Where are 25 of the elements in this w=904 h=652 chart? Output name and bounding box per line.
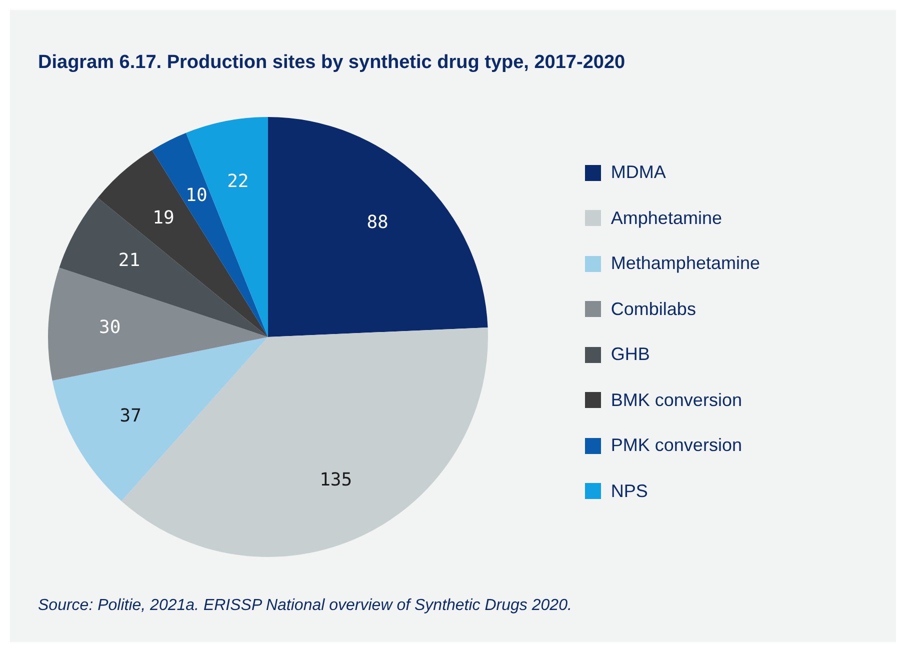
legend-label: GHB — [610, 343, 650, 366]
legend-label: NPS — [610, 480, 648, 502]
data-label: 37 — [120, 405, 142, 426]
data-label: 30 — [99, 316, 121, 338]
pie-slice — [52, 337, 268, 502]
source-note: Source: Politie, 2021a. ERISSP National overview of Synthetic Drugs 2020. — [38, 597, 572, 615]
pie-slice — [152, 132, 268, 337]
pie-slice — [98, 150, 268, 337]
data-label: 21 — [118, 250, 140, 272]
legend-label: Methamphetamine — [610, 252, 760, 275]
pie-slice — [268, 117, 488, 337]
legend-label: BMK conversion — [610, 388, 742, 412]
data-label: 88 — [366, 212, 388, 234]
pie-slice — [186, 117, 268, 337]
pie-slice — [121, 327, 488, 557]
legend-label: MDMA — [610, 161, 666, 184]
legend-label: Combilabs — [610, 298, 696, 320]
legend-label: PMK conversion — [610, 434, 742, 457]
data-label: 135 — [320, 470, 352, 491]
data-label: 22 — [227, 170, 249, 192]
data-label: 10 — [186, 185, 208, 206]
data-label: 19 — [152, 207, 174, 228]
legend-label: Amphetamine — [610, 206, 722, 230]
chart-title: Diagram 6.17. Production sites by synthetic drug type, 2017-2020 — [38, 52, 626, 74]
pie-slice — [48, 268, 268, 381]
